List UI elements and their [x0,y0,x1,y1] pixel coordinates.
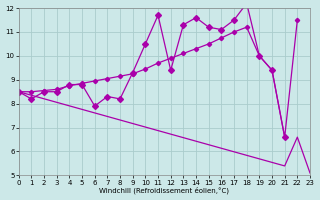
X-axis label: Windchill (Refroidissement éolien,°C): Windchill (Refroidissement éolien,°C) [100,187,229,194]
